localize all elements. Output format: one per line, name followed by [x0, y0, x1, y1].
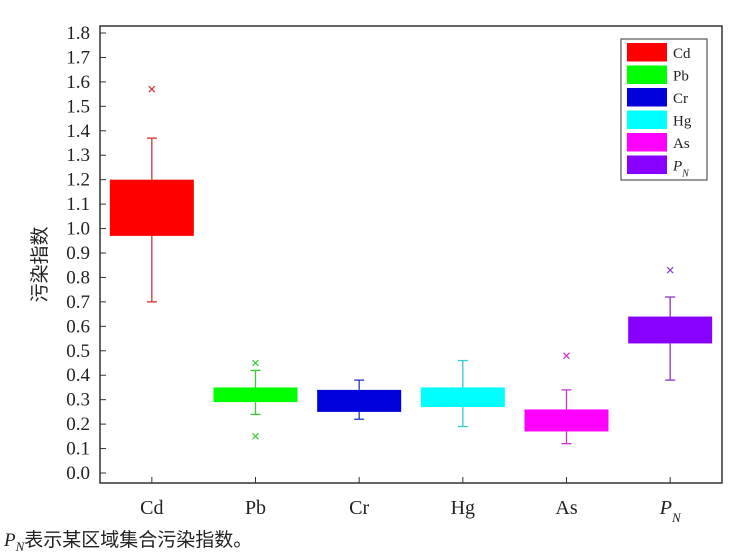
plot-frame — [99, 25, 723, 484]
y-tick-label: 1.8 — [66, 23, 90, 44]
legend-swatch — [627, 65, 667, 84]
y-tick-label: 0.6 — [66, 316, 90, 337]
y-tick-label: 1.0 — [66, 219, 90, 240]
legend-label: Cd — [673, 46, 691, 62]
legend-swatch — [627, 43, 667, 62]
y-tick-label: 0.7 — [66, 292, 90, 313]
legend-label: Cr — [673, 91, 688, 107]
legend-label: Pb — [673, 69, 689, 85]
box-Hg — [420, 387, 505, 408]
y-tick-label: 1.7 — [66, 47, 90, 68]
caption-symbol-sub: N — [15, 538, 25, 554]
outlier-marker — [148, 85, 156, 93]
y-tick-label: 0.1 — [66, 439, 90, 460]
figure-caption: PN表示某区域集合污染指数。 — [4, 525, 252, 555]
x-tick-label: Cr — [349, 497, 369, 519]
x-tick-label: Pb — [245, 497, 266, 519]
box-Cd — [109, 179, 194, 236]
x-tick-label: Hg — [451, 497, 475, 519]
y-tick-label: 0.0 — [66, 463, 90, 484]
legend-swatch — [627, 88, 667, 107]
y-tick-label: 0.3 — [66, 390, 90, 411]
y-tick-label: 1.5 — [66, 96, 90, 117]
y-axis-label: 污染指数 — [29, 226, 51, 302]
x-tick-label: Cd — [140, 497, 163, 519]
caption-symbol: P — [4, 530, 16, 551]
legend-swatch — [627, 155, 667, 174]
outlier-marker — [252, 359, 259, 367]
x-tick-label: As — [555, 497, 577, 519]
legend-swatch — [627, 133, 667, 152]
y-tick-label: 0.2 — [66, 414, 90, 435]
y-tick-label: 1.1 — [66, 194, 90, 215]
legend-label: Hg — [673, 114, 692, 130]
box-plot-chart: 0.0 0.1 0.2 0.3 0.4 0.5 0.6 0.7 0.8 0.9 1.0 1.1 1.2 1… — [29, 23, 723, 525]
box-P_N — [628, 316, 713, 344]
box-Pb — [213, 387, 298, 403]
y-tick-label: 1.4 — [66, 121, 90, 142]
outlier-marker — [563, 352, 570, 360]
box-Cr — [317, 389, 402, 412]
y-tick-label: 1.2 — [66, 170, 90, 191]
legend-label: As — [673, 136, 690, 152]
y-tick-label: 1.3 — [66, 145, 90, 166]
y-tick-label: 0.4 — [66, 365, 90, 386]
legend-swatch — [627, 110, 667, 129]
outlier-marker — [666, 266, 674, 274]
y-tick-label: 0.5 — [66, 341, 90, 362]
y-tick-label: 1.6 — [66, 72, 90, 93]
x-tick-label: PN — [659, 497, 682, 525]
outlier-marker — [252, 432, 259, 440]
caption-text: 表示某区域集合污染指数。 — [24, 529, 253, 551]
y-tick-label: 0.8 — [66, 267, 90, 288]
box-As — [524, 409, 609, 432]
y-tick-label: 0.9 — [66, 243, 90, 264]
